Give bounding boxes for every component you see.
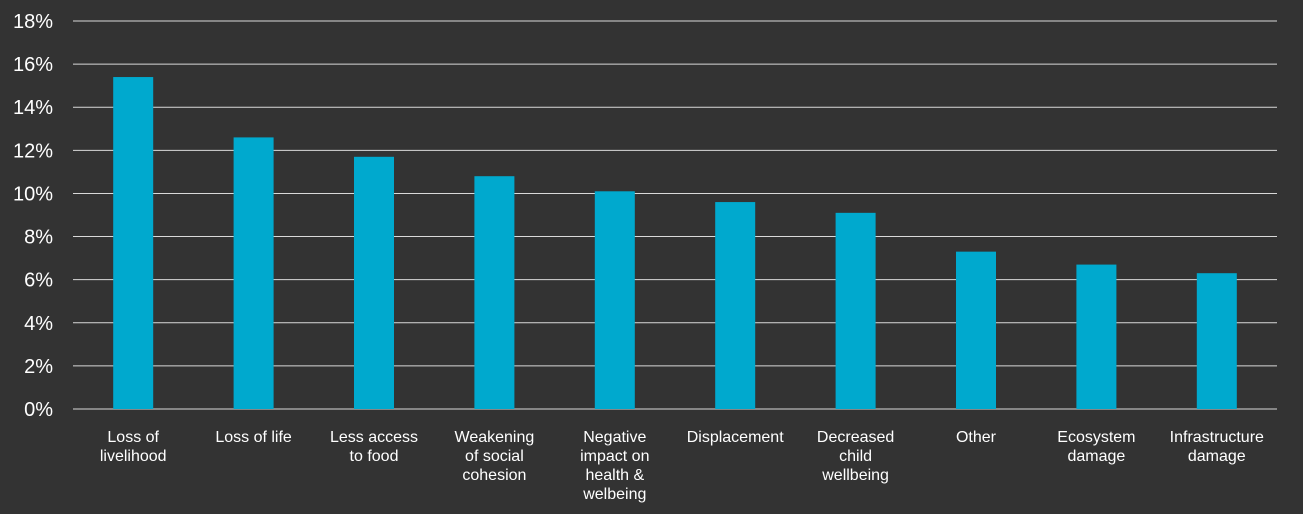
x-category-label: Ecosystem damage (1057, 429, 1135, 465)
bar (1196, 273, 1237, 409)
x-category-label: Negative impact on health & welbeing (580, 429, 649, 503)
bar (1076, 264, 1117, 409)
x-category-label-line: Negative (583, 429, 646, 446)
x-category-label-line: Decreased (817, 429, 894, 446)
x-category-label-line: Loss of life (215, 429, 292, 446)
x-category-label-line: cohesion (462, 467, 526, 484)
y-tick-label: 4% (24, 313, 53, 335)
x-category-label-line: Weakening (455, 429, 535, 446)
x-category-label: Loss of livelihood (100, 429, 167, 465)
x-category-label-line: Less access (330, 429, 418, 446)
y-tick-label: 14% (13, 97, 53, 119)
y-axis-tick-labels: 0% 2% 4% 6% 8% 10% 12% 14% 16% 18% (13, 11, 53, 421)
x-category-label-line: wellbeing (821, 467, 889, 484)
bar (715, 202, 756, 409)
y-tick-label: 10% (13, 183, 53, 205)
x-category-label: Loss of life (215, 429, 292, 446)
y-tick-label: 2% (24, 356, 53, 378)
y-tick-label: 6% (24, 270, 53, 292)
y-tick-label: 12% (13, 140, 53, 162)
bar (956, 251, 996, 409)
x-category-label-line: to food (350, 448, 399, 465)
x-category-label-line: Other (956, 429, 997, 446)
x-category-label: Infrastructure damage (1170, 429, 1264, 465)
x-axis-category-labels: Loss of livelihood Loss of life Less access… (100, 429, 1264, 503)
x-category-label-line: Loss of (107, 429, 159, 446)
bar (835, 212, 876, 409)
bar (474, 176, 515, 409)
bar (113, 77, 154, 410)
x-category-label-line: of social (465, 448, 524, 465)
x-category-label: Other (956, 429, 997, 446)
x-category-label-line: Infrastructure (1170, 429, 1264, 446)
x-category-label-line: damage (1067, 448, 1125, 465)
x-category-label: Weakening of social cohesion (455, 429, 535, 484)
x-category-label-line: child (839, 448, 872, 465)
x-category-label: Decreased child wellbeing (817, 429, 894, 484)
x-category-label-line: damage (1188, 448, 1246, 465)
x-category-label: Less access to food (330, 429, 418, 465)
y-tick-label: 16% (13, 54, 53, 76)
x-category-label: Displacement (687, 429, 784, 446)
x-category-label-line: welbeing (582, 486, 646, 503)
x-category-label-line: Displacement (687, 429, 784, 446)
bar (233, 137, 274, 409)
bar (354, 156, 394, 409)
y-tick-label: 0% (24, 399, 53, 421)
x-category-label-line: livelihood (100, 448, 167, 465)
bars (113, 77, 1237, 410)
x-category-label-line: impact on (580, 448, 649, 465)
x-category-label-line: health & (585, 467, 644, 484)
bar (594, 191, 635, 409)
gridlines (73, 20, 1277, 410)
x-category-label-line: Ecosystem (1057, 429, 1135, 446)
y-tick-label: 18% (13, 11, 53, 33)
y-tick-label: 8% (24, 227, 53, 249)
